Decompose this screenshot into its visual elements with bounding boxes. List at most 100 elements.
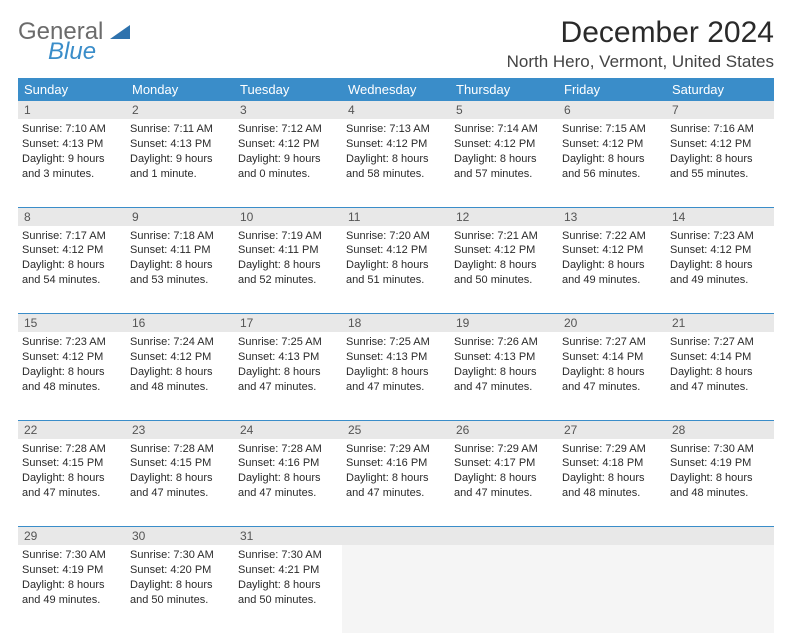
day-number-cell: 26: [450, 420, 558, 439]
sunset-line: Sunset: 4:19 PM: [22, 563, 122, 578]
daylight-line: Daylight: 8 hours and 52 minutes.: [238, 258, 338, 288]
day-cell: Sunrise: 7:16 AMSunset: 4:12 PMDaylight:…: [666, 119, 774, 207]
week-row: Sunrise: 7:28 AMSunset: 4:15 PMDaylight:…: [18, 439, 774, 527]
day-number-row: 293031: [18, 527, 774, 546]
sunset-line: Sunset: 4:12 PM: [454, 137, 554, 152]
daylight-line: Daylight: 8 hours and 48 minutes.: [130, 365, 230, 395]
daylight-line: Daylight: 8 hours and 47 minutes.: [562, 365, 662, 395]
day-cell: Sunrise: 7:29 AMSunset: 4:16 PMDaylight:…: [342, 439, 450, 527]
week-row: Sunrise: 7:30 AM Sunset: 4:19 PM Daylight:…: [18, 545, 774, 633]
weekday-header-row: SundayMondayTuesdayWednesdayThursdayFrid…: [18, 78, 774, 101]
sunset-line: Sunset: 4:12 PM: [346, 137, 446, 152]
day-cell: Sunrise: 7:20 AMSunset: 4:12 PMDaylight:…: [342, 226, 450, 314]
day-number-cell: 6: [558, 101, 666, 119]
sunrise-line: Sunrise: 7:30 AM: [670, 442, 770, 457]
sunrise-line: Sunrise: 7:28 AM: [238, 442, 338, 457]
day-cell: Sunrise: 7:25 AMSunset: 4:13 PMDaylight:…: [342, 332, 450, 420]
day-number-cell: 28: [666, 420, 774, 439]
sunset-line: Sunset: 4:14 PM: [670, 350, 770, 365]
sunrise-line: Sunrise: 7:29 AM: [346, 442, 446, 457]
day-number-cell: 20: [558, 314, 666, 333]
daylight-line: Daylight: 8 hours and 47 minutes.: [454, 365, 554, 395]
day-number-cell: 15: [18, 314, 126, 333]
day-cell: Sunrise: 7:19 AMSunset: 4:11 PMDaylight:…: [234, 226, 342, 314]
day-number-cell: 10: [234, 207, 342, 226]
sunset-line: Sunset: 4:13 PM: [454, 350, 554, 365]
sunset-line: Sunset: 4:13 PM: [346, 350, 446, 365]
sunset-line: Sunset: 4:13 PM: [130, 137, 230, 152]
day-cell: Sunrise: 7:30 AMSunset: 4:19 PMDaylight:…: [18, 545, 126, 633]
day-cell: Sunrise: 7:22 AMSunset: 4:12 PMDaylight:…: [558, 226, 666, 314]
daylight-line: Daylight: 8 hours and 49 minutes.: [562, 258, 662, 288]
daylight-line: Daylight: 8 hours and 48 minutes.: [562, 471, 662, 501]
sunrise-line: Sunrise: 7:29 AM: [454, 442, 554, 457]
day-number-row: 15161718192021: [18, 314, 774, 333]
day-number-cell: 11: [342, 207, 450, 226]
sunrise-line: Sunrise: 7:13 AM: [346, 122, 446, 137]
sunrise-line: Sunrise: 7:21 AM: [454, 229, 554, 244]
daylight-line: Daylight: 9 hours and 0 minutes.: [238, 152, 338, 182]
sunset-line: Sunset: 4:12 PM: [346, 243, 446, 258]
day-cell: Sunrise: 7:11 AMSunset: 4:13 PMDaylight:…: [126, 119, 234, 207]
day-cell: Sunrise: 7:21 AMSunset: 4:12 PMDaylight:…: [450, 226, 558, 314]
sunset-line: Sunset: 4:16 PM: [346, 456, 446, 471]
day-number-cell: [342, 527, 450, 546]
day-number-row: 1234567: [18, 101, 774, 119]
day-cell: [342, 545, 450, 633]
daylight-line: Daylight: 8 hours and 49 minutes.: [670, 258, 770, 288]
day-number-cell: 5: [450, 101, 558, 119]
day-number-cell: 14: [666, 207, 774, 226]
sunset-line: Sunset: 4:20 PM: [130, 563, 230, 578]
daylight-line: Daylight: 8 hours and 50 minutes.: [454, 258, 554, 288]
daylight-line: Daylight: 8 hours and 58 minutes.: [346, 152, 446, 182]
sunset-line: Sunset: 4:18 PM: [562, 456, 662, 471]
day-cell: Sunrise: 7:13 AMSunset: 4:12 PMDaylight:…: [342, 119, 450, 207]
day-number-cell: 12: [450, 207, 558, 226]
day-cell: [558, 545, 666, 633]
day-number-cell: 25: [342, 420, 450, 439]
daylight-line: Daylight: 8 hours and 50 minutes.: [130, 578, 230, 608]
sunset-line: Sunset: 4:12 PM: [22, 350, 122, 365]
day-cell: Sunrise: 7:30 AMSunset: 4:20 PMDaylight:…: [126, 545, 234, 633]
day-number-cell: 27: [558, 420, 666, 439]
day-cell: Sunrise: 7:23 AMSunset: 4:12 PMDaylight:…: [666, 226, 774, 314]
daylight-line: Daylight: 8 hours and 56 minutes.: [562, 152, 662, 182]
sunrise-line: Sunrise: 7:15 AM: [562, 122, 662, 137]
day-number-cell: 7: [666, 101, 774, 119]
sunset-line: Sunset: 4:12 PM: [238, 137, 338, 152]
day-number-cell: 13: [558, 207, 666, 226]
sunrise-line: Sunrise: 7:12 AM: [238, 122, 338, 137]
day-number-cell: 16: [126, 314, 234, 333]
logo-triangle-icon: [110, 26, 130, 43]
day-number-cell: 3: [234, 101, 342, 119]
day-number-cell: 22: [18, 420, 126, 439]
sunrise-line: Sunrise: 7:24 AM: [130, 335, 230, 350]
sunrise-line: Sunrise: 7:27 AM: [562, 335, 662, 350]
day-number-cell: [666, 527, 774, 546]
day-cell: Sunrise: 7:14 AMSunset: 4:12 PMDaylight:…: [450, 119, 558, 207]
day-cell: Sunrise: 7:27 AMSunset: 4:14 PMDaylight:…: [666, 332, 774, 420]
day-number-cell: 23: [126, 420, 234, 439]
weekday-header: Friday: [558, 78, 666, 101]
daylight-line: Daylight: 8 hours and 47 minutes.: [670, 365, 770, 395]
daylight-line: Daylight: 9 hours and 1 minute.: [130, 152, 230, 182]
day-cell: Sunrise: 7:12 AMSunset: 4:12 PMDaylight:…: [234, 119, 342, 207]
week-row: Sunrise: 7:10 AMSunset: 4:13 PMDaylight:…: [18, 119, 774, 207]
sunrise-line: Sunrise: 7:30 AM: [130, 548, 230, 563]
sunset-line: Sunset: 4:13 PM: [22, 137, 122, 152]
day-number-cell: 9: [126, 207, 234, 226]
day-number-row: 22232425262728: [18, 420, 774, 439]
day-number-cell: 30: [126, 527, 234, 546]
day-cell: Sunrise: 7:28 AMSunset: 4:16 PMDaylight:…: [234, 439, 342, 527]
sunrise-line: Sunrise: 7:11 AM: [130, 122, 230, 137]
day-cell: [666, 545, 774, 633]
day-cell: Sunrise: 7:24 AMSunset: 4:12 PMDaylight:…: [126, 332, 234, 420]
logo: General Blue: [18, 20, 130, 64]
day-number-cell: 4: [342, 101, 450, 119]
daylight-line: Daylight: 8 hours and 47 minutes.: [346, 365, 446, 395]
weekday-header: Saturday: [666, 78, 774, 101]
logo-text-blue: Blue: [48, 40, 130, 64]
daylight-line: Daylight: 8 hours and 47 minutes.: [346, 471, 446, 501]
daylight-line: Daylight: 8 hours and 53 minutes.: [130, 258, 230, 288]
daylight-line: Daylight: 8 hours and 47 minutes.: [454, 471, 554, 501]
